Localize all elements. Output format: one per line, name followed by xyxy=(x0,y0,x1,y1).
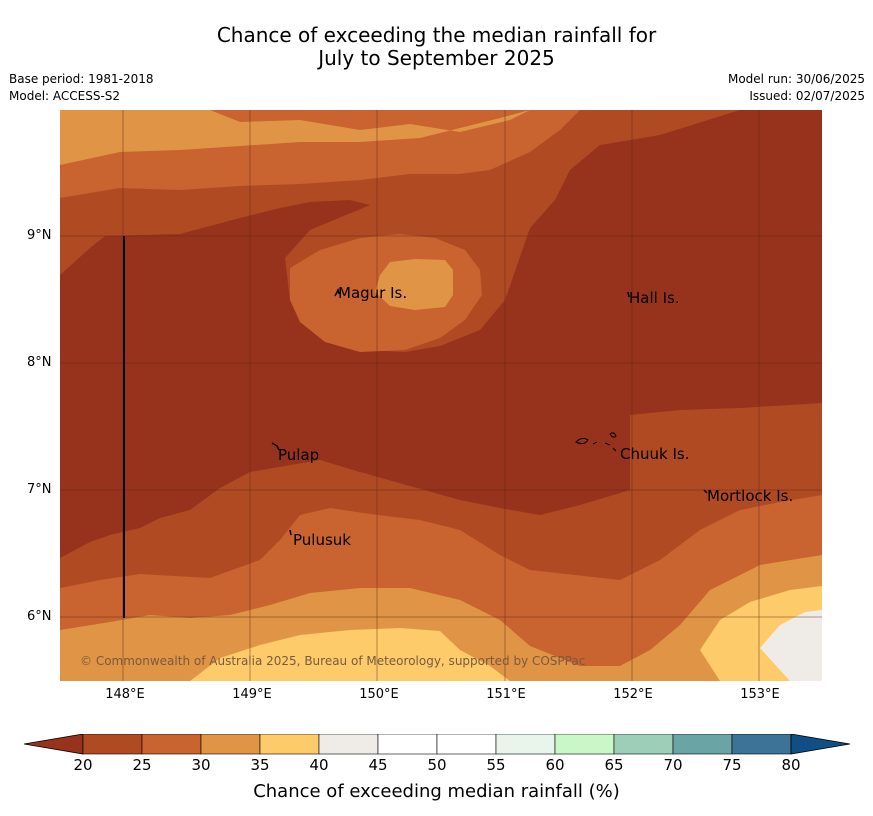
map-title-line-2: July to September 2025 xyxy=(318,46,555,70)
colorbar-segment xyxy=(200,733,261,755)
magur-core-30-35 xyxy=(375,259,453,310)
band-15-20 xyxy=(60,110,822,558)
colorbar-label: Chance of exceeding median rainfall (%) xyxy=(253,781,620,802)
colorbar-segment xyxy=(318,733,379,755)
colorbar-segment xyxy=(495,733,556,755)
pulap-island-shape xyxy=(271,442,280,451)
colorbar-tick-label: 50 xyxy=(427,756,447,774)
issued-text: Issued: 02/07/2025 xyxy=(749,89,865,103)
colorbar-segment xyxy=(377,733,438,755)
colorbar-tick-label: 20 xyxy=(73,756,93,774)
colorbar xyxy=(23,733,851,760)
model-text: Model: ACCESS-S2 xyxy=(9,89,121,103)
meta-left: Base period: 1981-2018 Model: ACCESS-S2 xyxy=(9,71,154,105)
colorbar-tick-label: 45 xyxy=(368,756,388,774)
graticule xyxy=(60,110,822,681)
map-panel[interactable] xyxy=(60,110,822,681)
x-tick-149e: 149°E xyxy=(232,687,272,702)
colorbar-segment xyxy=(141,733,202,755)
meta-right: Model run: 30/06/2025 Issued: 02/07/2025 xyxy=(728,71,865,105)
colorbar-tick-label: 30 xyxy=(191,756,211,774)
label-pulusuk: Pulusuk xyxy=(293,531,351,549)
colorbar-tick-label: 35 xyxy=(250,756,270,774)
label-mortlock: Mortlock Is. xyxy=(707,487,794,505)
colorbar-tick-label: 60 xyxy=(545,756,565,774)
mortlock-island-shape xyxy=(703,489,708,494)
label-chuuk: Chuuk Is. xyxy=(620,445,690,463)
colorbar-tick-label: 75 xyxy=(722,756,742,774)
colorbar-segment xyxy=(554,733,615,755)
map-title-line-1: Chance of exceeding the median rainfall … xyxy=(216,23,657,47)
band-30-35-north xyxy=(60,110,530,165)
colorbar-segment xyxy=(82,733,143,755)
colorbar-segment xyxy=(259,733,320,755)
colorbar-tick-label: 80 xyxy=(781,756,801,774)
y-tick-6n: 6°N xyxy=(27,609,52,624)
label-magur: Magur Is. xyxy=(338,284,408,302)
x-tick-150e: 150°E xyxy=(359,687,399,702)
label-hall: Hall Is. xyxy=(629,289,680,307)
y-tick-8n: 8°N xyxy=(27,355,52,370)
y-tick-7n: 7°N xyxy=(27,482,52,497)
colorbar-tick-label: 65 xyxy=(604,756,624,774)
band-40-45-southeast xyxy=(760,610,822,681)
label-pulap: Pulap xyxy=(278,446,320,464)
copyright-notice: © Commonwealth of Australia 2025, Bureau… xyxy=(80,654,586,668)
colorbar-segment xyxy=(436,733,497,755)
y-tick-9n: 9°N xyxy=(27,228,52,243)
colorbar-segments xyxy=(82,733,792,755)
x-tick-151e: 151°E xyxy=(486,687,526,702)
x-tick-153e: 153°E xyxy=(740,687,780,702)
magur-island-shape xyxy=(334,287,340,297)
colorbar-svg xyxy=(23,733,851,755)
colorbar-tick-label: 70 xyxy=(663,756,683,774)
model-run-text: Model run: 30/06/2025 xyxy=(727,72,865,86)
pulusuk-island-shape xyxy=(289,529,292,536)
rainfall-map[interactable] xyxy=(60,110,822,681)
chuuk-islands-shape xyxy=(575,432,617,452)
colorbar-under-arrow xyxy=(23,733,84,755)
x-tick-152e: 152°E xyxy=(613,687,653,702)
colorbar-segment xyxy=(613,733,674,755)
colorbar-tick-label: 55 xyxy=(486,756,506,774)
x-tick-148e: 148°E xyxy=(105,687,145,702)
colorbar-segment xyxy=(731,733,792,755)
base-period-text: Base period: 1981-2018 xyxy=(9,72,154,86)
colorbar-tick-label: 40 xyxy=(309,756,329,774)
colorbar-segment xyxy=(672,733,733,755)
band-35-40-south xyxy=(190,628,510,681)
hall-island-shape xyxy=(627,291,630,298)
colorbar-tick-label: 25 xyxy=(132,756,152,774)
colorbar-over-arrow xyxy=(790,733,851,755)
